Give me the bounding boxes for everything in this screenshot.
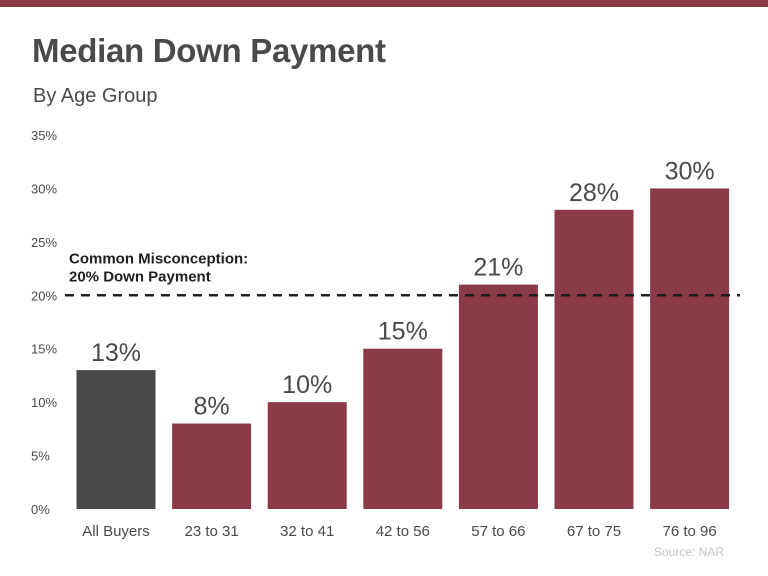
bar-value-label: 8%: [194, 393, 230, 421]
y-tick-label: 0%: [31, 502, 50, 517]
bar: [76, 370, 156, 509]
bar: [650, 188, 730, 509]
x-category-label: 57 to 66: [471, 523, 525, 540]
bar: [554, 209, 634, 510]
source-note: Source: NAR: [653, 545, 724, 559]
x-category-label: 32 to 41: [280, 523, 334, 540]
reference-line-label-2: 20% Down Payment: [69, 268, 211, 285]
x-category-label: 76 to 96: [662, 523, 716, 540]
chart-title: Median Down Payment: [32, 32, 386, 69]
bar-value-label: 15%: [378, 318, 428, 346]
bar: [363, 348, 443, 509]
bar-value-label: 10%: [282, 371, 332, 399]
bar-value-label: 28%: [569, 179, 619, 207]
x-category-label: All Buyers: [82, 523, 150, 540]
x-category-label: 42 to 56: [376, 523, 430, 540]
top-accent-band: [0, 0, 768, 7]
chart-subtitle: By Age Group: [33, 85, 158, 107]
reference-line-label-1: Common Misconception:: [69, 250, 248, 267]
x-category-label: 23 to 31: [184, 523, 238, 540]
x-category-label: 67 to 75: [567, 523, 621, 540]
bar: [172, 423, 252, 509]
y-tick-label: 30%: [31, 181, 57, 196]
y-tick-label: 5%: [31, 449, 50, 464]
y-tick-label: 20%: [31, 288, 57, 303]
bar-value-label: 21%: [473, 254, 523, 282]
bar-value-label: 13%: [91, 339, 141, 367]
bar: [458, 284, 538, 509]
y-tick-label: 35%: [31, 128, 57, 143]
y-tick-label: 25%: [31, 235, 57, 250]
bar: [267, 402, 347, 509]
y-tick-label: 15%: [31, 342, 57, 357]
y-tick-label: 10%: [31, 395, 57, 410]
bar-value-label: 30%: [665, 157, 715, 185]
